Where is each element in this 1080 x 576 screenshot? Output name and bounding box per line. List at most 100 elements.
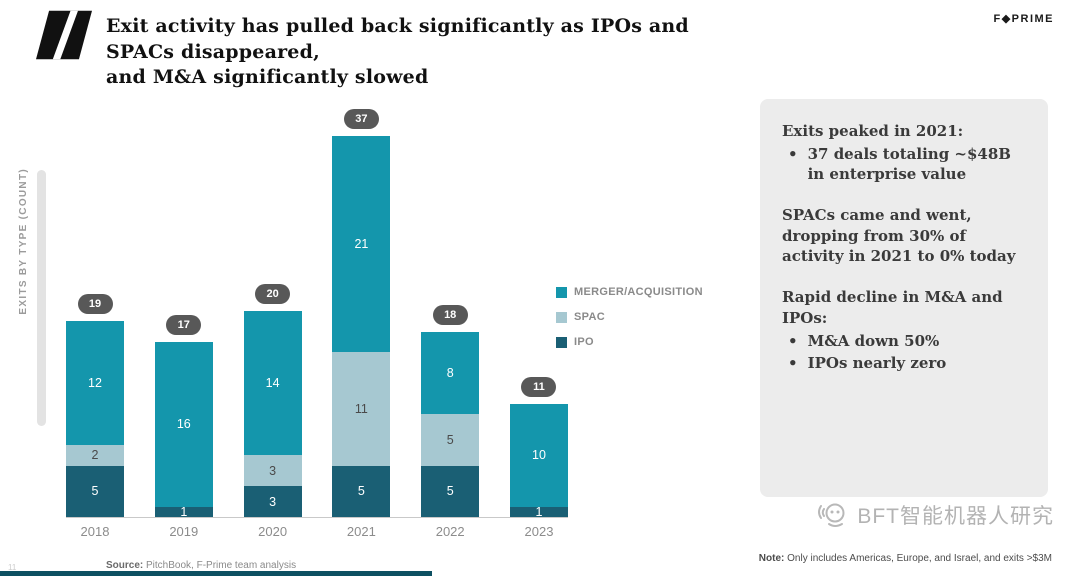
insight-bullet: M&A down 50% [782, 331, 1026, 352]
total-label: 19 [77, 294, 113, 315]
segment-value-label: 5 [446, 432, 454, 447]
bar-segment-spac: 3 [243, 455, 302, 487]
page-title: Exit activity has pulled back significan… [106, 14, 746, 91]
x-axis-tick-2020: 2020 [258, 524, 288, 539]
total-label: 37 [343, 108, 379, 129]
insight-bullet: IPOs nearly zero [782, 353, 1026, 374]
source-note: Source: PitchBook, F-Prime team analysis [106, 560, 296, 571]
bar-segment-ipo: 5 [421, 465, 480, 517]
bar-column-2023: 11 10 1 [509, 376, 568, 519]
segment-value-label: 12 [88, 376, 102, 391]
insight-block-1: Exits peaked in 2021: 37 deals totaling … [782, 121, 1026, 185]
legend-item-merger-acquisition: MERGER/ACQUISITION [556, 286, 703, 298]
bar-segment-merger-acquisition: 21 [332, 135, 391, 353]
legend-swatch [556, 336, 567, 348]
insight-block-1-title: Exits peaked in 2021: [782, 122, 964, 140]
bar-stack: 12 2 5 [66, 321, 124, 517]
total-label: 18 [432, 304, 468, 325]
segment-value-label: 21 [354, 237, 369, 252]
legend-swatch [556, 286, 567, 298]
bar-segment-spac: 11 [332, 352, 391, 466]
x-axis-tick-2023: 2023 [524, 524, 554, 539]
segment-value-label: 3 [269, 494, 277, 509]
bar-segment-spac: 5 [421, 414, 480, 466]
legend-label: IPO [574, 336, 594, 348]
x-axis-tick-2019: 2019 [169, 524, 199, 539]
source-label: Source: [106, 560, 144, 571]
x-axis-tick-2022: 2022 [435, 524, 465, 539]
bar-column-2021: 37 21 11 5 [332, 108, 391, 517]
segment-value-label: 5 [357, 484, 365, 499]
page-title-line1: Exit activity has pulled back significan… [106, 15, 689, 63]
total-label: 17 [166, 314, 202, 335]
segment-value-label: 3 [269, 463, 277, 478]
segment-value-label: 10 [532, 448, 546, 463]
segment-value-label: 5 [91, 484, 99, 499]
bar-segment-ipo: 3 [243, 486, 302, 517]
bar-stack: 14 3 3 [243, 311, 302, 517]
bar-stack: 10 1 [509, 403, 568, 519]
footnote-label: Note: [758, 553, 785, 564]
chart-legend: MERGER/ACQUISITION SPAC IPO [556, 286, 703, 348]
segment-value-label: 8 [446, 365, 454, 380]
slash-logo [36, 10, 92, 65]
insight-bullet-text: M&A down 50% [807, 331, 940, 350]
watermark-text: BFT智能机器人研究 [857, 505, 1054, 528]
segment-value-label: 1 [535, 504, 543, 519]
bar-stack: 21 11 5 [332, 135, 391, 517]
bar-column-2018: 19 12 2 5 [66, 294, 124, 517]
bar-segment-ipo: 1 [509, 504, 568, 519]
legend-item-spac: SPAC [556, 311, 703, 323]
insight-block-2: SPACs came and went, dropping from 30% o… [782, 205, 1026, 267]
total-label: 20 [255, 284, 291, 305]
legend-label: SPAC [574, 311, 605, 323]
bar-segment-ipo: 5 [332, 465, 391, 517]
bar-segment-ipo: 1 [154, 504, 213, 519]
segment-value-label: 5 [446, 484, 454, 499]
x-axis-labels: 2018 2019 2020 2021 2022 2023 [66, 524, 568, 539]
slash-logo-icon [36, 10, 92, 60]
source-text: PitchBook, F-Prime team analysis [146, 560, 297, 571]
bar-column-2019: 17 16 1 [154, 314, 213, 519]
insight-card: Exits peaked in 2021: 37 deals totaling … [760, 99, 1048, 497]
insight-bullet: 37 deals totaling ~$48B in enterprise va… [782, 144, 1026, 185]
segment-value-label: 11 [354, 401, 368, 416]
segment-value-label: 16 [176, 417, 191, 432]
legend-label: MERGER/ACQUISITION [574, 286, 703, 298]
bottom-accent-bar [0, 571, 432, 576]
y-axis-decorative-bar [37, 170, 46, 426]
x-axis-tick-2021: 2021 [346, 524, 376, 539]
bar-stack: 16 1 [154, 341, 213, 519]
footnote-text: Only includes Americas, Europe, and Isra… [787, 553, 1052, 564]
legend-item-ipo: IPO [556, 336, 703, 348]
page-number: 11 [8, 563, 17, 572]
bar-segment-merger-acquisition: 10 [509, 403, 568, 507]
y-axis-label: EXITS BY TYPE (COUNT) [18, 168, 29, 315]
bar-segment-merger-acquisition: 14 [243, 311, 302, 456]
insight-block-2-text: SPACs came and went, dropping from 30% o… [782, 206, 1016, 266]
segment-value-label: 14 [265, 376, 280, 391]
page-title-line2: and M&A significantly slowed [106, 66, 429, 89]
segment-value-label: 1 [180, 504, 188, 519]
insight-block-3: Rapid decline in M&A and IPOs: M&A down … [782, 287, 1026, 374]
segment-value-label: 2 [91, 448, 99, 463]
watermark-robot-icon [818, 503, 845, 527]
bar-column-2020: 20 14 3 3 [243, 284, 302, 517]
bar-segment-merger-acquisition: 8 [421, 331, 480, 414]
footnote: Note: Only includes Americas, Europe, an… [759, 553, 1052, 564]
bar-column-2022: 18 8 5 5 [421, 304, 480, 517]
bar-segment-ipo: 5 [66, 465, 124, 517]
insight-block-3-title: Rapid decline in M&A and IPOs: [782, 288, 1003, 327]
insight-bullet-text: 37 deals totaling ~$48B in enterprise va… [807, 144, 1011, 184]
total-label: 11 [521, 376, 557, 397]
bar-segment-merger-acquisition: 16 [154, 341, 213, 507]
bar-segment-merger-acquisition: 12 [66, 321, 124, 445]
bar-chart: 19 12 2 5 17 16 1 20 14 3 3 37 21 11 5 18 8 5 5 11 10 1 [66, 98, 568, 518]
fprime-logo: F◆PRIME [993, 13, 1054, 25]
bar-segment-spac: 2 [66, 444, 124, 466]
x-axis-tick-2018: 2018 [80, 524, 110, 539]
legend-swatch [556, 311, 567, 323]
bar-stack: 8 5 5 [421, 331, 480, 517]
insight-bullet-text: IPOs nearly zero [807, 354, 947, 373]
watermark: BFT智能机器人研究 [815, 498, 1054, 532]
